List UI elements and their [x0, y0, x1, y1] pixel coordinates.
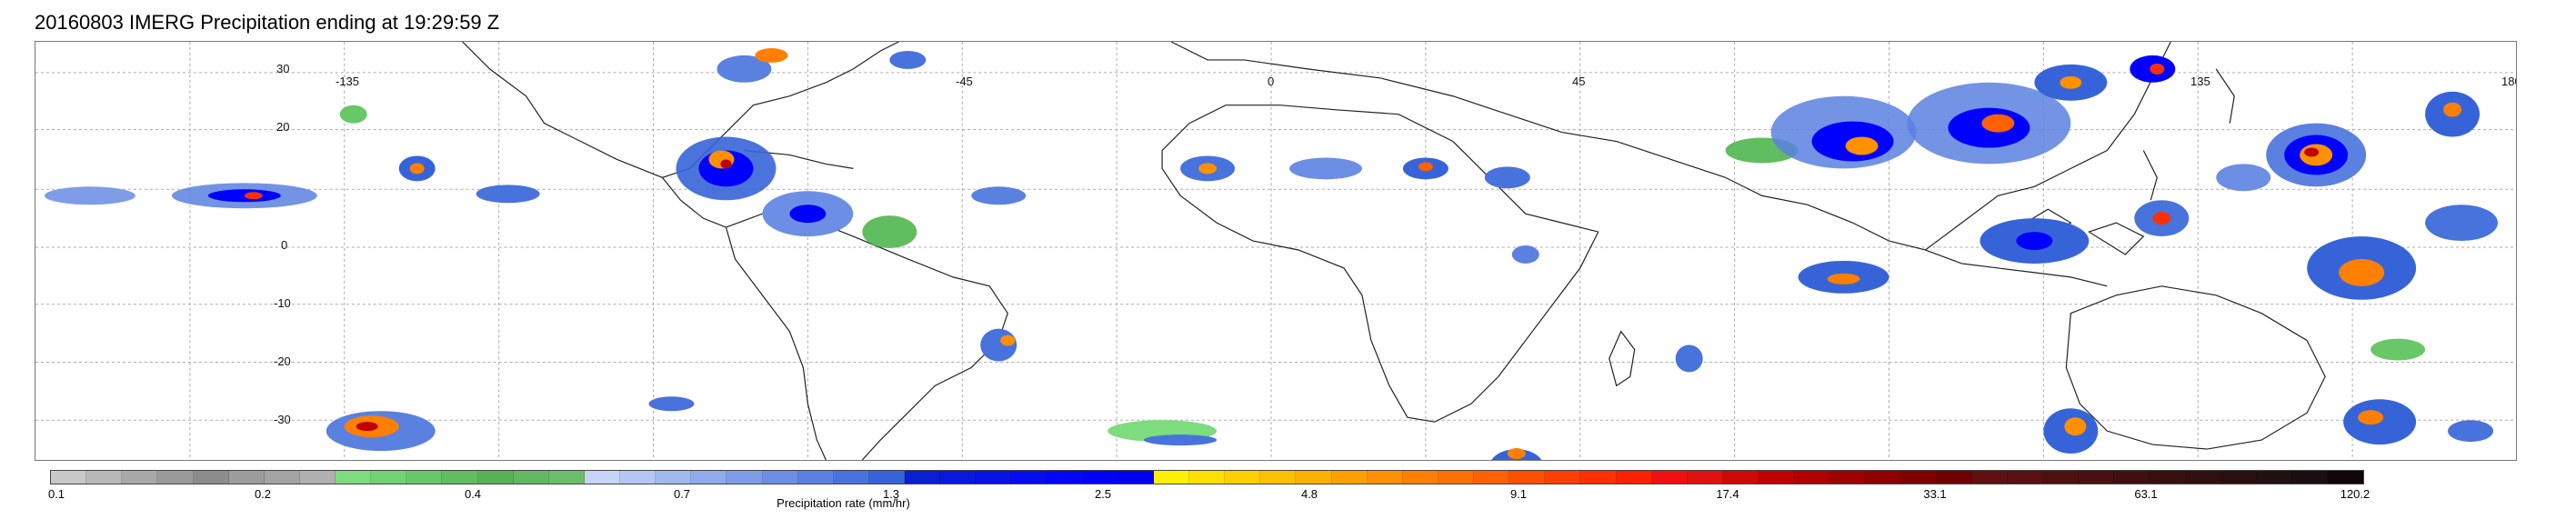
- colorbar-tick: 4.8: [1300, 487, 1318, 501]
- colorbar-segment: [1474, 471, 1510, 484]
- colorbar-segment: [1900, 471, 1937, 484]
- colorbar-segment: [1082, 471, 1118, 484]
- precipitation-map[interactable]: 30 20 0 -10 -20 -30 -135 -45 0 45 135 18…: [35, 41, 2517, 461]
- coastlines: [462, 42, 2326, 460]
- colorbar-segment: [1580, 471, 1617, 484]
- colorbar-segment: [1971, 471, 2008, 484]
- colorbar-segment: [1402, 471, 1438, 484]
- colorbar-segment: [1260, 471, 1297, 484]
- colorbar-segment: [1438, 471, 1474, 484]
- colorbar-segment: [548, 471, 585, 484]
- lon-label-minus-135: -135: [336, 75, 360, 88]
- colorbar-segment: [1047, 471, 1083, 484]
- colorbar-segment: [513, 471, 549, 484]
- colorbar-tick: 0.4: [464, 487, 482, 501]
- lat-label-minus-20: -20: [274, 354, 291, 368]
- colorbar-segment: [1616, 471, 1652, 484]
- colorbar-segment: [2185, 471, 2221, 484]
- map-canvas: [35, 42, 2516, 460]
- colorbar-segment: [2328, 471, 2364, 484]
- colorbar-segment: [336, 471, 372, 484]
- colorbar-segment: [584, 471, 620, 484]
- colorbar-segment: [2220, 471, 2257, 484]
- colorbar-segment: [299, 471, 336, 484]
- colorbar-caption: Precipitation rate (mm/hr): [777, 496, 910, 510]
- colorbar-segment: [1011, 471, 1047, 484]
- colorbar-segment: [86, 471, 123, 484]
- lon-label-0: 0: [1268, 75, 1275, 88]
- colorbar-segment: [656, 471, 692, 484]
- colorbar-segment: [2291, 471, 2328, 484]
- colorbar-segment: [691, 471, 727, 484]
- precipitation-field: [44, 47, 2499, 460]
- colorbar-segment: [1794, 471, 1830, 484]
- colorbar-segment: [122, 471, 158, 484]
- colorbar-segment: [2256, 471, 2292, 484]
- colorbar-segment: [620, 471, 657, 484]
- colorbar-segment: [442, 471, 478, 484]
- colorbar-segment: [940, 471, 977, 484]
- colorbar-segment: [2150, 471, 2186, 484]
- graticule: [35, 42, 2516, 460]
- colorbar-segment: [1865, 471, 1901, 484]
- colorbar-segment: [1687, 471, 1723, 484]
- colorbar-tick: 63.1: [2134, 487, 2158, 501]
- lat-label-minus-30: -30: [274, 413, 291, 426]
- lon-label-180: 180: [2501, 75, 2516, 88]
- colorbar-segment: [228, 471, 265, 484]
- colorbar-tick: 0.1: [47, 487, 65, 501]
- colorbar-segment: [2043, 471, 2080, 484]
- colorbar-segment: [157, 471, 194, 484]
- precipitation-colorbar: [50, 470, 2364, 484]
- colorbar-tick: 2.5: [1094, 487, 1112, 501]
- colorbar-segment: [193, 471, 229, 484]
- lat-label-minus-10: -10: [274, 296, 291, 310]
- colorbar-segment: [1829, 471, 1866, 484]
- lat-label-0: 0: [281, 238, 288, 252]
- colorbar-segment: [1153, 471, 1189, 484]
- colorbar-tick: 1.3: [882, 487, 900, 501]
- colorbar-segment: [1545, 471, 1581, 484]
- colorbar-segment: [2114, 471, 2150, 484]
- colorbar-tick: 0.7: [673, 487, 691, 501]
- colorbar-segment: [905, 471, 941, 484]
- colorbar-segment: [1296, 471, 1332, 484]
- colorbar-segment: [868, 471, 905, 484]
- colorbar-segment: [406, 471, 443, 484]
- colorbar-segment: [976, 471, 1012, 484]
- colorbar-segment: [1189, 471, 1226, 484]
- lon-label-135: 135: [2190, 75, 2210, 88]
- lat-label-30: 30: [276, 62, 290, 75]
- colorbar-segment: [762, 471, 798, 484]
- colorbar-segment: [1118, 471, 1154, 484]
- lat-label-20: 20: [276, 120, 290, 134]
- colorbar-segment: [51, 471, 87, 484]
- colorbar-segment: [2007, 471, 2043, 484]
- colorbar-tick: 0.2: [254, 487, 272, 501]
- colorbar-tick: 17.4: [1716, 487, 1739, 501]
- colorbar-segment: [371, 471, 407, 484]
- colorbar-segment: [264, 471, 300, 484]
- colorbar-segment: [1651, 471, 1688, 484]
- colorbar-segment: [833, 471, 869, 484]
- colorbar-segment: [1509, 471, 1546, 484]
- colorbar-segment: [1936, 471, 1972, 484]
- colorbar-segment: [1225, 471, 1261, 484]
- colorbar-segment: [2079, 471, 2115, 484]
- colorbar-segment: [1331, 471, 1368, 484]
- colorbar-segment: [797, 471, 834, 484]
- colorbar-tick: 120.2: [2340, 487, 2371, 501]
- colorbar-segment: [477, 471, 514, 484]
- lon-label-minus-45: -45: [956, 75, 973, 88]
- lon-label-45: 45: [1572, 75, 1586, 88]
- colorbar-segment: [727, 471, 763, 484]
- colorbar-tick: 33.1: [1923, 487, 1947, 501]
- map-title: 20160803 IMERG Precipitation ending at 1…: [35, 11, 500, 34]
- colorbar-segment: [1759, 471, 1795, 484]
- colorbar-segment: [1722, 471, 1759, 484]
- colorbar-segment: [1367, 471, 1403, 484]
- colorbar-tick: 9.1: [1509, 487, 1528, 501]
